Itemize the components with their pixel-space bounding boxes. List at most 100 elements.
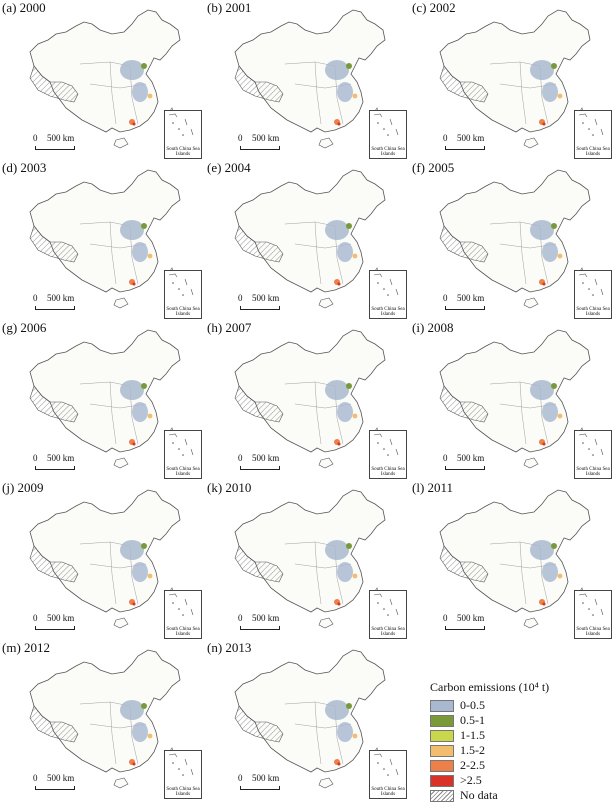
- inset-map: [373, 433, 399, 456]
- hainan-island: [318, 457, 334, 469]
- province-boundaries: [79, 61, 147, 125]
- emission-cluster-north: [530, 220, 554, 240]
- province-boundaries: [284, 61, 352, 125]
- inset-map: [168, 593, 194, 616]
- hainan-island: [318, 297, 334, 309]
- emission-hotspot: [141, 383, 147, 389]
- emission-hotspot: [337, 442, 341, 446]
- emission-hotspot: [352, 733, 358, 739]
- china-map: [234, 329, 386, 469]
- legend-label: >2.5: [460, 773, 482, 787]
- inset-map: [578, 593, 604, 616]
- emission-hotspot: [132, 442, 136, 446]
- panel-title: (a) 2000: [2, 0, 46, 15]
- legend-label: 2-2.5: [460, 758, 485, 772]
- china-outline: [29, 649, 181, 773]
- emission-hotspot: [557, 413, 563, 419]
- south-china-sea-inset: South China Sea Islands: [369, 750, 407, 799]
- hainan-island: [523, 297, 539, 309]
- emission-hotspot: [352, 573, 358, 579]
- no-data-region: [234, 545, 284, 583]
- scale-bar: 0 500 km: [238, 453, 308, 477]
- hainan-island: [523, 617, 539, 629]
- inset-map: [168, 433, 194, 456]
- legend-label: No data: [460, 788, 498, 802]
- legend-item: 2-2.5: [430, 758, 610, 773]
- legend-item: 1-1.5: [430, 728, 610, 743]
- emission-cluster-east: [337, 82, 353, 102]
- hainan-island: [113, 777, 129, 789]
- panel-title: (b) 2001: [207, 0, 252, 15]
- province-boundaries: [489, 61, 557, 125]
- legend-swatch: [430, 775, 454, 787]
- inset-map: [168, 273, 194, 296]
- emission-hotspot: [147, 733, 153, 739]
- legend-label: 0-0.5: [460, 698, 485, 712]
- emission-hotspot: [542, 282, 546, 286]
- emission-cluster-east: [542, 402, 558, 422]
- no-data-region: [29, 385, 79, 423]
- emission-cluster-east: [132, 722, 148, 742]
- emission-hotspot: [346, 223, 352, 229]
- legend-swatch: [430, 700, 454, 712]
- china-outline: [234, 169, 386, 293]
- province-boundaries: [489, 541, 557, 605]
- china-outline: [439, 169, 591, 293]
- scale-bar: 0 500 km: [443, 133, 513, 157]
- emission-hotspot: [557, 93, 563, 99]
- south-china-sea-inset: South China Sea Islands: [164, 270, 202, 319]
- emission-cluster-north: [530, 380, 554, 400]
- emission-hotspot: [551, 383, 557, 389]
- panel-title: (c) 2002: [412, 0, 456, 15]
- no-data-region: [234, 385, 284, 423]
- china-map: [439, 329, 591, 469]
- emission-cluster-north: [120, 700, 144, 720]
- emission-hotspot: [352, 93, 358, 99]
- no-data-region: [29, 225, 79, 263]
- legend-item: 0-0.5: [430, 698, 610, 713]
- panel-title: (e) 2004: [207, 160, 251, 175]
- south-china-sea-inset: South China Sea Islands: [574, 110, 612, 159]
- emission-hotspot: [337, 762, 341, 766]
- hainan-island: [523, 137, 539, 149]
- china-outline: [29, 489, 181, 613]
- emission-cluster-north: [325, 380, 349, 400]
- inset-map: [373, 753, 399, 776]
- inset-label: South China Sea Islands: [166, 627, 200, 637]
- province-boundaries: [284, 701, 352, 765]
- map-panel: (m) 2012 0 500 km South China Sea Islands: [0, 640, 202, 799]
- legend-item: 0.5-1: [430, 713, 610, 728]
- emission-cluster-east: [337, 562, 353, 582]
- china-map: [29, 649, 181, 789]
- china-map: [29, 9, 181, 149]
- emission-hotspot: [141, 703, 147, 709]
- emission-cluster-north: [530, 540, 554, 560]
- map-panel: (h) 2007 0 500 km South China Sea Islands: [205, 320, 407, 479]
- emission-hotspot: [346, 383, 352, 389]
- inset-label: South China Sea Islands: [166, 467, 200, 477]
- hainan-island: [318, 137, 334, 149]
- emission-hotspot: [337, 602, 341, 606]
- inset-label: South China Sea Islands: [576, 627, 610, 637]
- province-boundaries: [79, 381, 147, 445]
- emission-cluster-east: [132, 242, 148, 262]
- map-panel: (i) 2008 0 500 km South China Sea Islands: [410, 320, 612, 479]
- hainan-island: [523, 457, 539, 469]
- province-boundaries: [284, 221, 352, 285]
- emission-hotspot: [557, 253, 563, 259]
- inset-map: [373, 273, 399, 296]
- south-china-sea-inset: South China Sea Islands: [164, 590, 202, 639]
- emission-cluster-east: [542, 242, 558, 262]
- emission-cluster-east: [337, 402, 353, 422]
- panel-title: (d) 2003: [2, 160, 47, 175]
- emission-hotspot: [147, 93, 153, 99]
- emission-cluster-north: [120, 60, 144, 80]
- legend-label: 0.5-1: [460, 713, 485, 727]
- china-outline: [29, 9, 181, 133]
- emission-hotspot: [147, 253, 153, 259]
- china-map: [234, 169, 386, 309]
- inset-label: South China Sea Islands: [371, 307, 405, 317]
- china-map: [234, 9, 386, 149]
- no-data-region: [234, 65, 284, 103]
- china-outline: [234, 489, 386, 613]
